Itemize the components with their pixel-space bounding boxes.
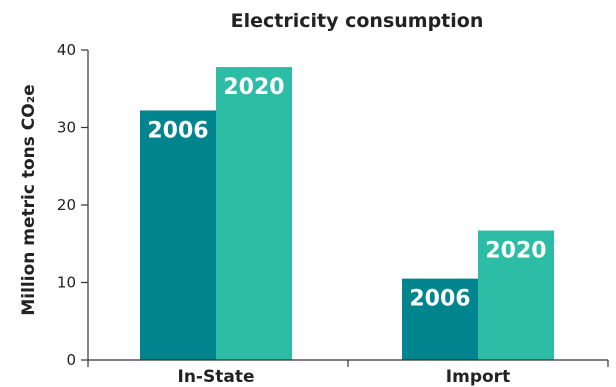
bar-in-state-2020 bbox=[216, 67, 292, 361]
y-tick-label: 10 bbox=[57, 274, 76, 292]
y-axis-ticks: 0 10 20 30 40 bbox=[57, 41, 88, 369]
y-tick-label: 20 bbox=[57, 196, 76, 214]
bar-data-label: 2020 bbox=[485, 239, 546, 264]
x-category-label: In-State bbox=[178, 367, 255, 387]
y-tick-label: 40 bbox=[57, 41, 76, 59]
bar-data-label: 2020 bbox=[223, 75, 284, 100]
bar-in-state-2006 bbox=[140, 110, 216, 360]
bar-import-2020 bbox=[478, 230, 554, 360]
x-category-label: Import bbox=[446, 367, 510, 387]
x-axis-categories: In-State Import bbox=[87, 360, 609, 387]
y-axis-label: Million metric tons CO₂e bbox=[19, 84, 39, 315]
bar-import-2006 bbox=[402, 278, 478, 360]
bars: 2006 2020 2006 2020 bbox=[140, 67, 554, 361]
bar-data-label: 2006 bbox=[147, 118, 208, 143]
chart-title: Electricity consumption bbox=[231, 10, 484, 32]
bar-data-label: 2006 bbox=[409, 287, 470, 312]
y-tick-label: 30 bbox=[57, 119, 76, 137]
y-tick-label: 0 bbox=[66, 351, 76, 369]
